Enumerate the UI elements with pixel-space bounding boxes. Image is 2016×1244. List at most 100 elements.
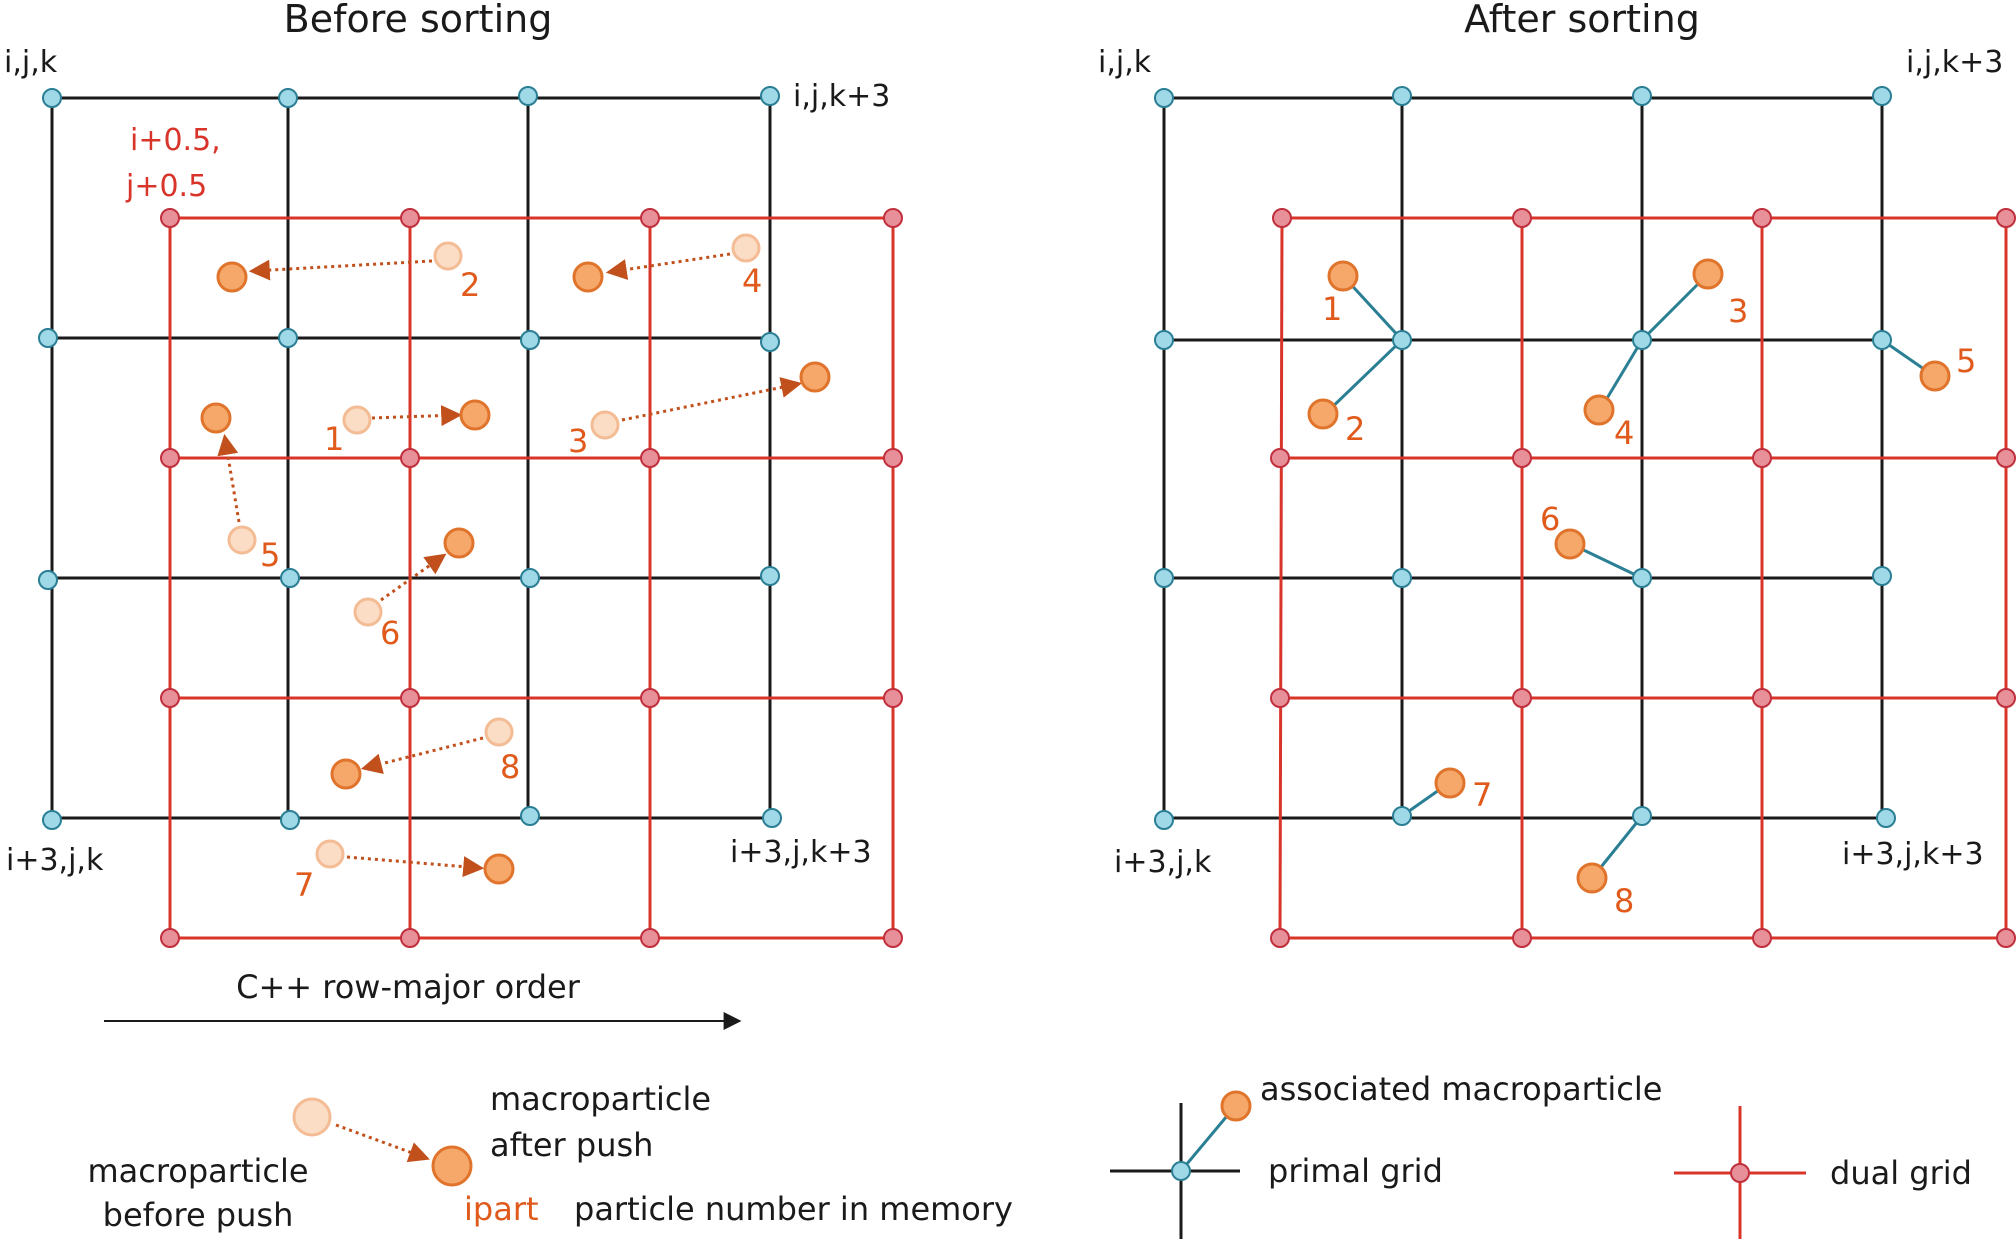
primal-node (760, 566, 780, 586)
dual-node (160, 688, 180, 708)
push-arrow (621, 377, 803, 422)
right-panel: After sorting (1098, 0, 2016, 948)
dual-node (1512, 928, 1532, 948)
macroparticle (1576, 862, 1608, 894)
legend-association-line (1179, 1109, 1234, 1172)
macroparticle (1554, 528, 1586, 560)
macroparticle (483, 853, 515, 885)
dual-node (883, 208, 903, 228)
particle-number: 6 (1540, 500, 1560, 538)
primal-node (1632, 86, 1652, 106)
dual-node (1512, 688, 1532, 708)
ghost-macroparticle (227, 525, 257, 555)
primal-node (280, 568, 300, 588)
particle-number: 8 (500, 748, 520, 786)
macroparticle (1434, 767, 1466, 799)
ghost-macroparticle (433, 241, 463, 271)
particle-number: 5 (260, 536, 280, 574)
dual-node (160, 208, 180, 228)
ghost-macroparticle (342, 405, 372, 435)
dual-node (1512, 208, 1532, 228)
primal-node (278, 88, 298, 108)
right-title: After sorting (1464, 0, 1700, 41)
dual-node (400, 208, 420, 228)
primal-node (1154, 88, 1174, 108)
ghost-macroparticle (484, 717, 514, 747)
dual-node (1752, 208, 1772, 228)
push-arrow (380, 553, 447, 602)
dual-node (160, 928, 180, 948)
push-arrow (346, 855, 485, 878)
association-line (1343, 276, 1404, 342)
particle-number: 8 (1614, 882, 1634, 920)
dual-node (1270, 928, 1290, 948)
primal-node (760, 332, 780, 352)
association-lines (1323, 273, 1935, 878)
row-major-order-label: C++ row-major order (236, 968, 581, 1006)
primal-node (1392, 86, 1412, 106)
primal-node (38, 328, 58, 348)
legend-push-arrow (335, 1123, 430, 1163)
dual-node (1996, 688, 2016, 708)
left-dual-nodes (160, 208, 903, 948)
primal-node (1154, 568, 1174, 588)
left-corner-bottom-left: i+3,j,k (6, 843, 104, 878)
push-arrow (605, 252, 731, 280)
legend-ipart-desc: particle number in memory (574, 1190, 1013, 1228)
legend-after-push-line2: after push (490, 1126, 653, 1164)
macroparticle (330, 758, 362, 790)
dual-node (883, 688, 903, 708)
primal-node (520, 806, 540, 826)
macroparticle (1327, 260, 1359, 292)
primal-node (38, 570, 58, 590)
primal-node (520, 568, 540, 588)
primal-node (1632, 568, 1652, 588)
right-particles (1307, 258, 1951, 894)
dual-node (883, 448, 903, 468)
dual-node (640, 688, 660, 708)
primal-node (1632, 806, 1652, 826)
legend-after-push-line1: macroparticle (490, 1080, 711, 1118)
left-panel: Before sorting (4, 0, 903, 1030)
primal-node (1392, 806, 1412, 826)
right-particle-numbers: 1 2 3 4 5 6 7 8 (1322, 290, 1976, 920)
primal-node (278, 328, 298, 348)
particle-number: 6 (380, 614, 400, 652)
primal-node (762, 808, 782, 828)
right-corner-top-right: i,j,k+3 (1906, 45, 2003, 80)
particle-number: 7 (1472, 776, 1492, 814)
legend-ghost-macroparticle (292, 1097, 332, 1137)
macroparticle (1583, 394, 1615, 426)
primal-node (760, 86, 780, 106)
primal-node (1632, 330, 1652, 350)
association-line (1323, 338, 1404, 416)
primal-node (520, 330, 540, 350)
right-dual-grid (1278, 216, 2008, 940)
particle-number: 5 (1956, 342, 1976, 380)
right-corner-bottom-left: i+3,j,k (1114, 845, 1212, 880)
primal-node (42, 810, 62, 830)
primal-node (1154, 810, 1174, 830)
right-dual-nodes (1270, 208, 2016, 948)
ghost-macroparticle (590, 410, 620, 440)
left-particles: 1 2 3 4 5 6 (200, 233, 831, 904)
particle-number: 7 (294, 866, 314, 904)
push-arrow (248, 259, 433, 281)
legend-before-push-line1: macroparticle (87, 1152, 308, 1190)
primal-node (1154, 330, 1174, 350)
dual-node (1512, 448, 1532, 468)
legend: macroparticle before push macroparticle … (87, 1070, 1972, 1239)
dual-node (883, 928, 903, 948)
dual-node (1996, 448, 2016, 468)
legend-ipart-key: ipart (464, 1190, 539, 1228)
right-corner-bottom-right: i+3,j,k+3 (1842, 837, 1984, 872)
macroparticle (200, 402, 232, 434)
legend-associated-label: associated macroparticle (1260, 1070, 1662, 1108)
dual-node (1270, 688, 1290, 708)
dual-node (400, 688, 420, 708)
macroparticle (216, 261, 248, 293)
particle-number: 3 (568, 422, 588, 460)
left-corner-bottom-right: i+3,j,k+3 (730, 835, 872, 870)
left-corner-top-right: i,j,k+3 (793, 79, 890, 114)
